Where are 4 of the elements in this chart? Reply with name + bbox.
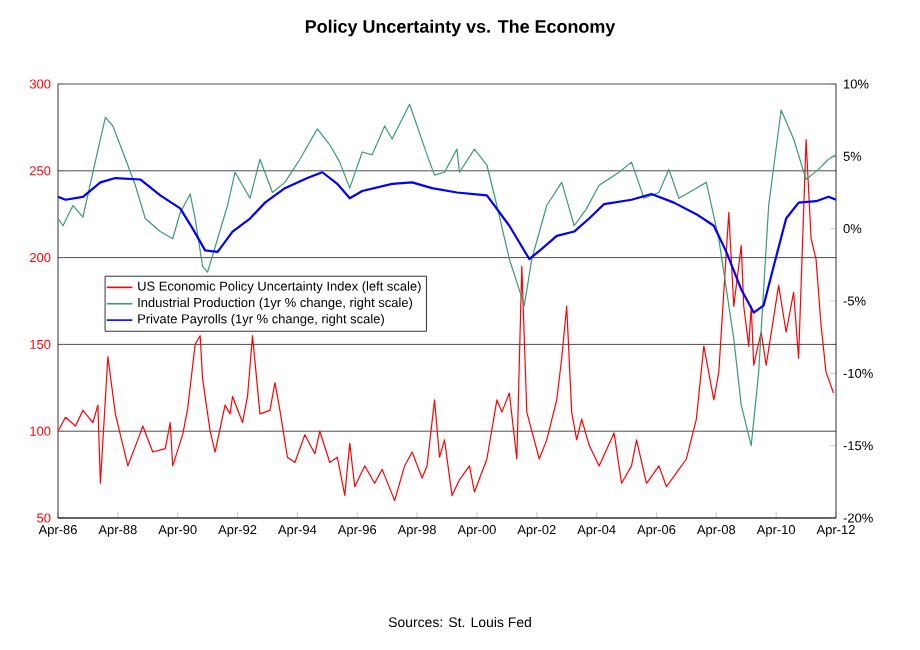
chart-title: Policy Uncertainty vs. The Economy [305, 19, 616, 37]
line-series [58, 138, 835, 502]
line-series [58, 171, 836, 314]
line-series [58, 103, 836, 447]
